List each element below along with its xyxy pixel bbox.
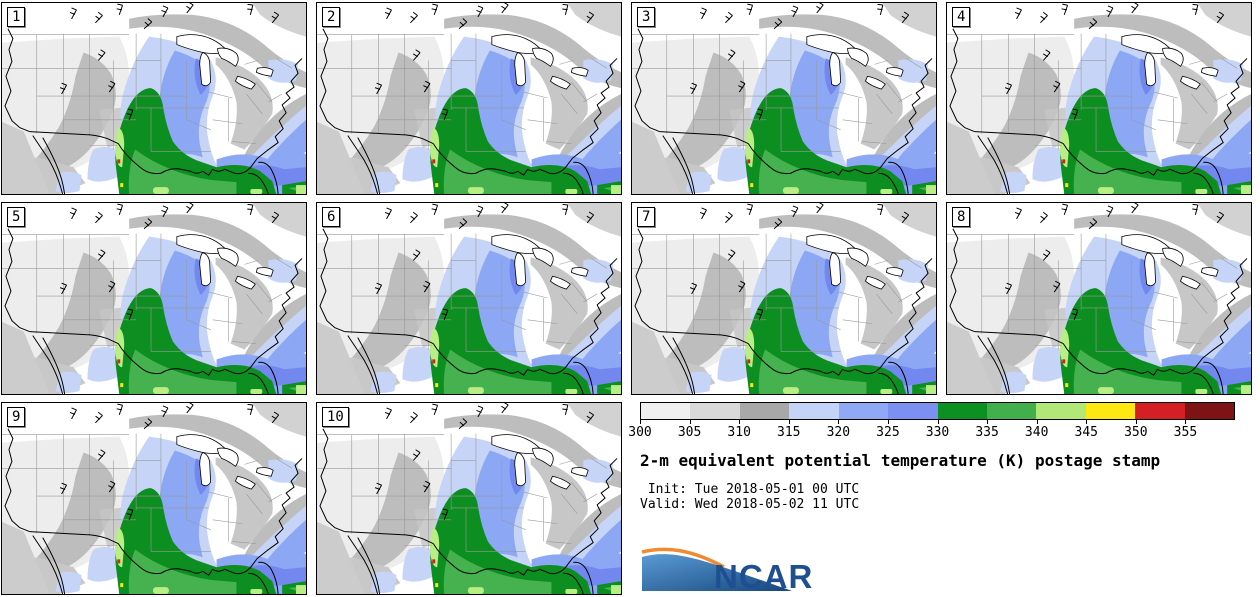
ncar-wordmark: NCAR	[714, 558, 813, 594]
colorbar-segments	[640, 402, 1235, 420]
map-panel-7: 7	[631, 202, 937, 395]
colorbar-tick	[788, 420, 790, 424]
colorbar-tick-label: 320	[826, 425, 851, 440]
colorbar-segment-345	[1085, 403, 1136, 419]
colorbar-tick-label: 355	[1173, 425, 1198, 440]
panel-number: 5	[7, 207, 26, 227]
colorbar-segment-350	[1135, 403, 1185, 419]
us-map-graphic	[317, 3, 621, 194]
map-panel-3: 3	[631, 2, 937, 195]
colorbar-tick-label: 335	[975, 425, 999, 440]
map-panel-4: 4	[946, 2, 1252, 195]
colorbar-tick-label: 345	[1074, 425, 1098, 440]
us-map-graphic	[632, 203, 936, 394]
map-panel-9: 9	[1, 402, 307, 595]
us-map-graphic	[2, 203, 306, 394]
panel-number: 2	[322, 7, 341, 27]
colorbar-segment-330	[937, 403, 987, 419]
colorbar-segment-310	[739, 403, 790, 419]
panel-number: 4	[952, 7, 971, 27]
ncar-logo-graphic: NCAR	[641, 547, 813, 595]
ncar-logo: NCAR ensemble.ucar.edu	[640, 544, 840, 597]
panel-number: 9	[7, 407, 26, 427]
panel-number: 1	[7, 7, 26, 27]
colorbar-tick-label: 350	[1124, 425, 1148, 440]
ncar-swoosh-orange-arc	[641, 547, 725, 569]
colorbar-segment-320	[838, 403, 889, 419]
legend-block: 300 305 310 315 320 325 330 335 340 345 350 355 2-m…	[628, 402, 1240, 597]
us-map-graphic	[947, 3, 1251, 194]
colorbar-segment-305	[690, 403, 740, 419]
colorbar-tick	[987, 420, 989, 424]
colorbar-tick	[937, 420, 939, 424]
time-metadata: Init: Tue 2018-05-01 00 UTC Valid: Wed 2…	[640, 482, 1240, 512]
ncar-swoosh	[642, 554, 792, 591]
plot-title: 2-m equivalent potential temperature (K)…	[640, 451, 1161, 470]
colorbar-labels: 300 305 310 315 320 325 330 335 340 345 350 355	[628, 425, 1235, 441]
colorbar-tick	[887, 420, 889, 424]
colorbar-tick	[640, 420, 641, 424]
panel-number: 6	[322, 207, 341, 227]
panel-number: 10	[322, 407, 349, 427]
map-panel-5: 5	[1, 202, 307, 395]
us-map-graphic	[947, 203, 1251, 394]
us-map-graphic	[317, 203, 621, 394]
colorbar: 300 305 310 315 320 325 330 335 340 345 350 355	[628, 402, 1240, 441]
panel-number: 7	[637, 207, 656, 227]
us-map-graphic	[2, 3, 306, 194]
colorbar-tick	[1036, 420, 1038, 424]
colorbar-segment-355	[1184, 403, 1235, 419]
colorbar-segment-300	[641, 403, 691, 419]
valid-time: Valid: Wed 2018-05-02 11 UTC	[640, 497, 860, 512]
us-map-graphic	[317, 403, 621, 594]
map-panel-1: 1	[1, 2, 307, 195]
colorbar-tick-label: 305	[677, 425, 702, 440]
colorbar-tick	[739, 420, 741, 424]
colorbar-tick-label: 315	[777, 425, 801, 440]
colorbar-tick	[1135, 420, 1137, 424]
colorbar-tick-label: 325	[876, 425, 900, 440]
colorbar-segment-315	[789, 403, 839, 419]
us-map-graphic	[2, 403, 306, 594]
colorbar-segment-335	[986, 403, 1037, 419]
init-time: Init: Tue 2018-05-01 00 UTC	[640, 482, 860, 497]
colorbar-tick	[838, 420, 840, 424]
colorbar-tick	[689, 420, 691, 424]
map-panel-2: 2	[316, 2, 622, 195]
panel-number: 3	[637, 7, 656, 27]
colorbar-tick	[1086, 420, 1088, 424]
colorbar-ticks	[640, 420, 1235, 425]
colorbar-tick-label: 300	[628, 425, 652, 440]
map-panel-10: 10	[316, 402, 622, 595]
panel-number: 8	[952, 207, 971, 227]
colorbar-tick	[1185, 420, 1187, 424]
colorbar-segment-340	[1036, 403, 1086, 419]
us-map-graphic	[632, 3, 936, 194]
map-panel-6: 6	[316, 202, 622, 395]
colorbar-tick-label: 340	[1024, 425, 1049, 440]
colorbar-tick-label: 330	[925, 425, 950, 440]
map-panel-8: 8	[946, 202, 1252, 395]
colorbar-tick-label: 310	[727, 425, 751, 440]
colorbar-segment-325	[888, 403, 938, 419]
